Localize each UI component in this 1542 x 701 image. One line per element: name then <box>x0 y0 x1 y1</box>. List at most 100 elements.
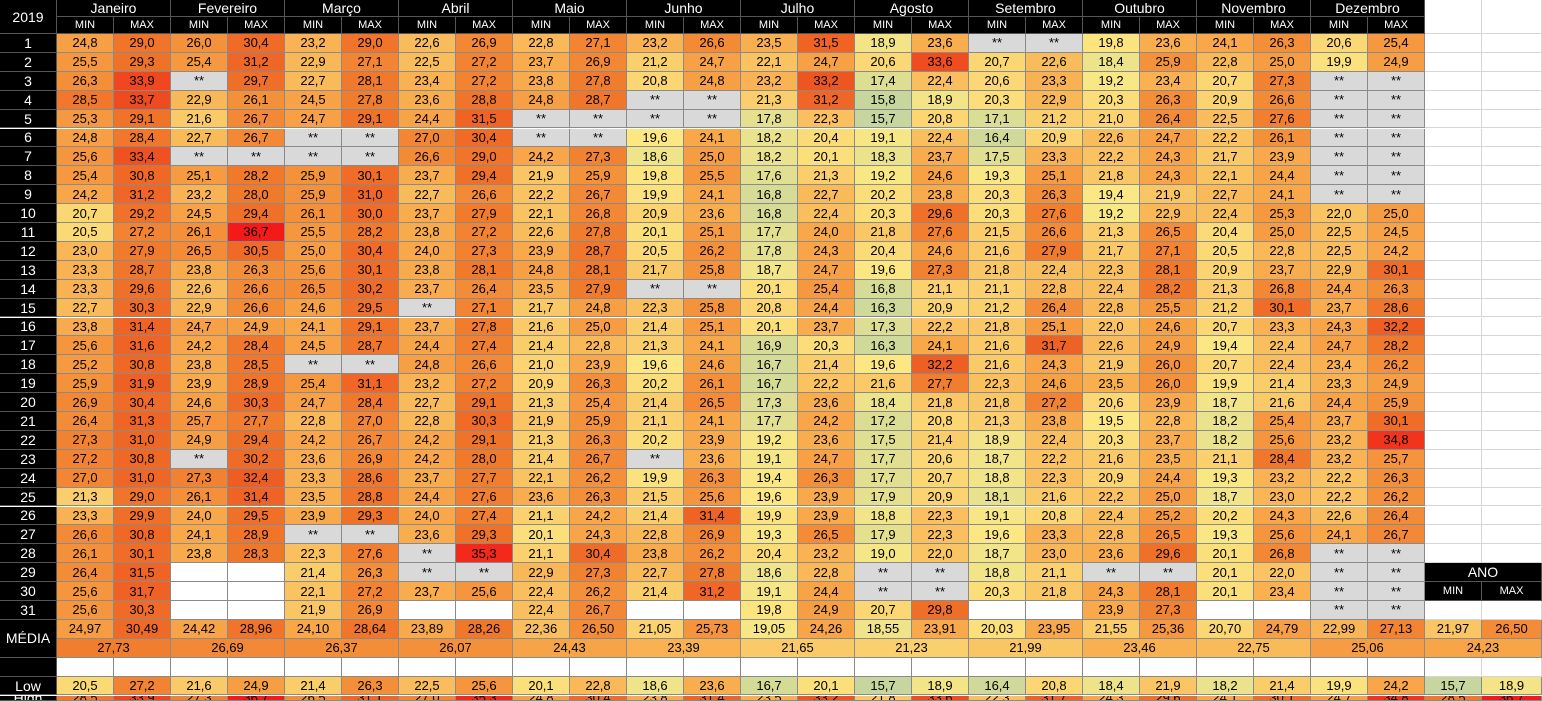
data-cell[interactable]: 35,3 <box>456 544 513 564</box>
data-cell[interactable]: 34,8 <box>1368 430 1425 450</box>
data-cell[interactable]: ** <box>171 147 228 167</box>
data-cell[interactable]: ** <box>1368 166 1425 186</box>
data-cell[interactable]: 24,3 <box>1311 317 1368 337</box>
data-cell[interactable]: 22,8 <box>1083 298 1140 318</box>
empty-cell[interactable] <box>1482 223 1542 242</box>
data-cell[interactable]: 25,6 <box>1254 430 1311 450</box>
data-cell[interactable]: 22,2 <box>912 317 969 337</box>
data-cell[interactable]: 24,3 <box>1140 166 1197 186</box>
data-cell[interactable]: ** <box>1311 185 1368 205</box>
ano-sep[interactable] <box>1482 657 1542 677</box>
data-cell[interactable]: 21,1 <box>969 279 1026 299</box>
data-cell[interactable]: 26,7 <box>570 601 627 620</box>
empty-cell[interactable] <box>1482 412 1542 431</box>
high-cell[interactable]: 22,3 <box>969 695 1026 701</box>
data-cell[interactable] <box>456 601 513 620</box>
data-cell[interactable]: 27,0 <box>342 412 399 431</box>
empty-cell[interactable] <box>1482 525 1542 545</box>
low-cell[interactable]: 21,6 <box>171 676 228 696</box>
data-cell[interactable]: 26,0 <box>1140 355 1197 375</box>
data-cell[interactable]: 24,5 <box>285 90 342 110</box>
data-cell[interactable]: 20,3 <box>969 582 1026 601</box>
data-cell[interactable]: ** <box>684 109 741 129</box>
data-cell[interactable]: 29,0 <box>114 487 171 507</box>
data-cell[interactable]: 19,3 <box>1197 468 1254 488</box>
data-cell[interactable]: ** <box>456 563 513 583</box>
media-cell[interactable]: 28,96 <box>228 619 285 639</box>
data-cell[interactable]: 22,2 <box>1311 487 1368 507</box>
ano-low-min[interactable]: 15,7 <box>1425 676 1482 696</box>
separator-cell[interactable] <box>1026 657 1083 677</box>
data-cell[interactable]: 23,4 <box>1311 355 1368 375</box>
high-cell[interactable]: 33,6 <box>912 695 969 701</box>
data-cell[interactable]: 22,0 <box>1083 317 1140 337</box>
data-cell[interactable]: 23,6 <box>1140 34 1197 53</box>
data-cell[interactable]: 26,5 <box>798 525 855 545</box>
data-cell[interactable]: 22,7 <box>627 563 684 583</box>
separator-cell[interactable] <box>228 657 285 677</box>
data-cell[interactable]: 20,9 <box>1026 128 1083 148</box>
data-cell[interactable]: 18,4 <box>855 393 912 412</box>
data-cell[interactable]: 27,2 <box>114 223 171 242</box>
data-cell[interactable]: 30,3 <box>456 412 513 431</box>
empty-cell[interactable] <box>1482 317 1542 337</box>
data-cell[interactable]: 18,6 <box>627 147 684 167</box>
data-cell[interactable]: 23,2 <box>171 185 228 205</box>
data-cell[interactable]: 24,7 <box>285 109 342 129</box>
data-cell[interactable]: 24,2 <box>399 430 456 450</box>
data-cell[interactable]: 28,1 <box>342 71 399 91</box>
data-cell[interactable]: 18,9 <box>969 430 1026 450</box>
empty-cell[interactable] <box>1482 393 1542 412</box>
data-cell[interactable]: 30,0 <box>342 204 399 223</box>
data-cell[interactable]: 29,8 <box>912 601 969 620</box>
data-cell[interactable]: 22,7 <box>171 128 228 148</box>
min-header[interactable]: MIN <box>1083 17 1140 34</box>
data-cell[interactable]: 30,1 <box>1368 412 1425 431</box>
data-cell[interactable]: 22,3 <box>627 298 684 318</box>
day-label[interactable]: 30 <box>0 582 57 601</box>
data-cell[interactable]: 22,7 <box>399 185 456 205</box>
separator-cell[interactable] <box>114 657 171 677</box>
month-header-1[interactable]: Fevereiro <box>171 0 285 17</box>
high-cell[interactable]: 33,2 <box>798 695 855 701</box>
ano-media-avg[interactable]: 24,23 <box>1425 638 1542 658</box>
data-cell[interactable]: 22,3 <box>912 506 969 526</box>
data-cell[interactable]: 29,0 <box>342 34 399 53</box>
data-cell[interactable]: 25,0 <box>285 241 342 261</box>
data-cell[interactable]: 20,3 <box>969 204 1026 223</box>
data-cell[interactable]: 19,6 <box>627 355 684 375</box>
data-cell[interactable]: 28,5 <box>57 90 114 110</box>
data-cell[interactable]: 33,4 <box>114 147 171 167</box>
empty-cell[interactable] <box>1482 166 1542 186</box>
data-cell[interactable]: 22,2 <box>1083 147 1140 167</box>
data-cell[interactable]: 30,4 <box>342 241 399 261</box>
data-cell[interactable]: 24,2 <box>513 147 570 167</box>
data-cell[interactable]: 17,6 <box>741 166 798 186</box>
data-cell[interactable]: 21,7 <box>1083 241 1140 261</box>
data-cell[interactable]: 19,3 <box>1197 525 1254 545</box>
data-cell[interactable]: 27,1 <box>570 34 627 53</box>
empty-cell[interactable] <box>1482 544 1542 564</box>
data-cell[interactable]: 30,3 <box>114 298 171 318</box>
data-cell[interactable] <box>627 601 684 620</box>
data-cell[interactable]: 25,4 <box>57 166 114 186</box>
data-cell[interactable]: 18,7 <box>969 449 1026 469</box>
data-cell[interactable]: 30,2 <box>342 279 399 299</box>
empty-cell[interactable] <box>1482 90 1542 110</box>
data-cell[interactable]: 23,6 <box>684 449 741 469</box>
data-cell[interactable]: 31,5 <box>114 563 171 583</box>
data-cell[interactable]: 23,5 <box>741 34 798 53</box>
data-cell[interactable]: 29,0 <box>456 147 513 167</box>
empty-cell[interactable] <box>1425 260 1482 280</box>
high-cell[interactable]: 34,8 <box>1368 695 1425 701</box>
empty-cell[interactable] <box>1425 336 1482 356</box>
data-cell[interactable]: ** <box>1368 563 1425 583</box>
data-cell[interactable]: 25,9 <box>285 185 342 205</box>
empty-cell[interactable] <box>1425 430 1482 450</box>
data-cell[interactable]: 26,3 <box>228 260 285 280</box>
empty-cell[interactable] <box>1482 468 1542 488</box>
low-cell[interactable]: 24,9 <box>228 676 285 696</box>
data-cell[interactable]: 18,9 <box>912 90 969 110</box>
max-header[interactable]: MAX <box>1140 17 1197 34</box>
data-cell[interactable]: 21,3 <box>1083 223 1140 242</box>
